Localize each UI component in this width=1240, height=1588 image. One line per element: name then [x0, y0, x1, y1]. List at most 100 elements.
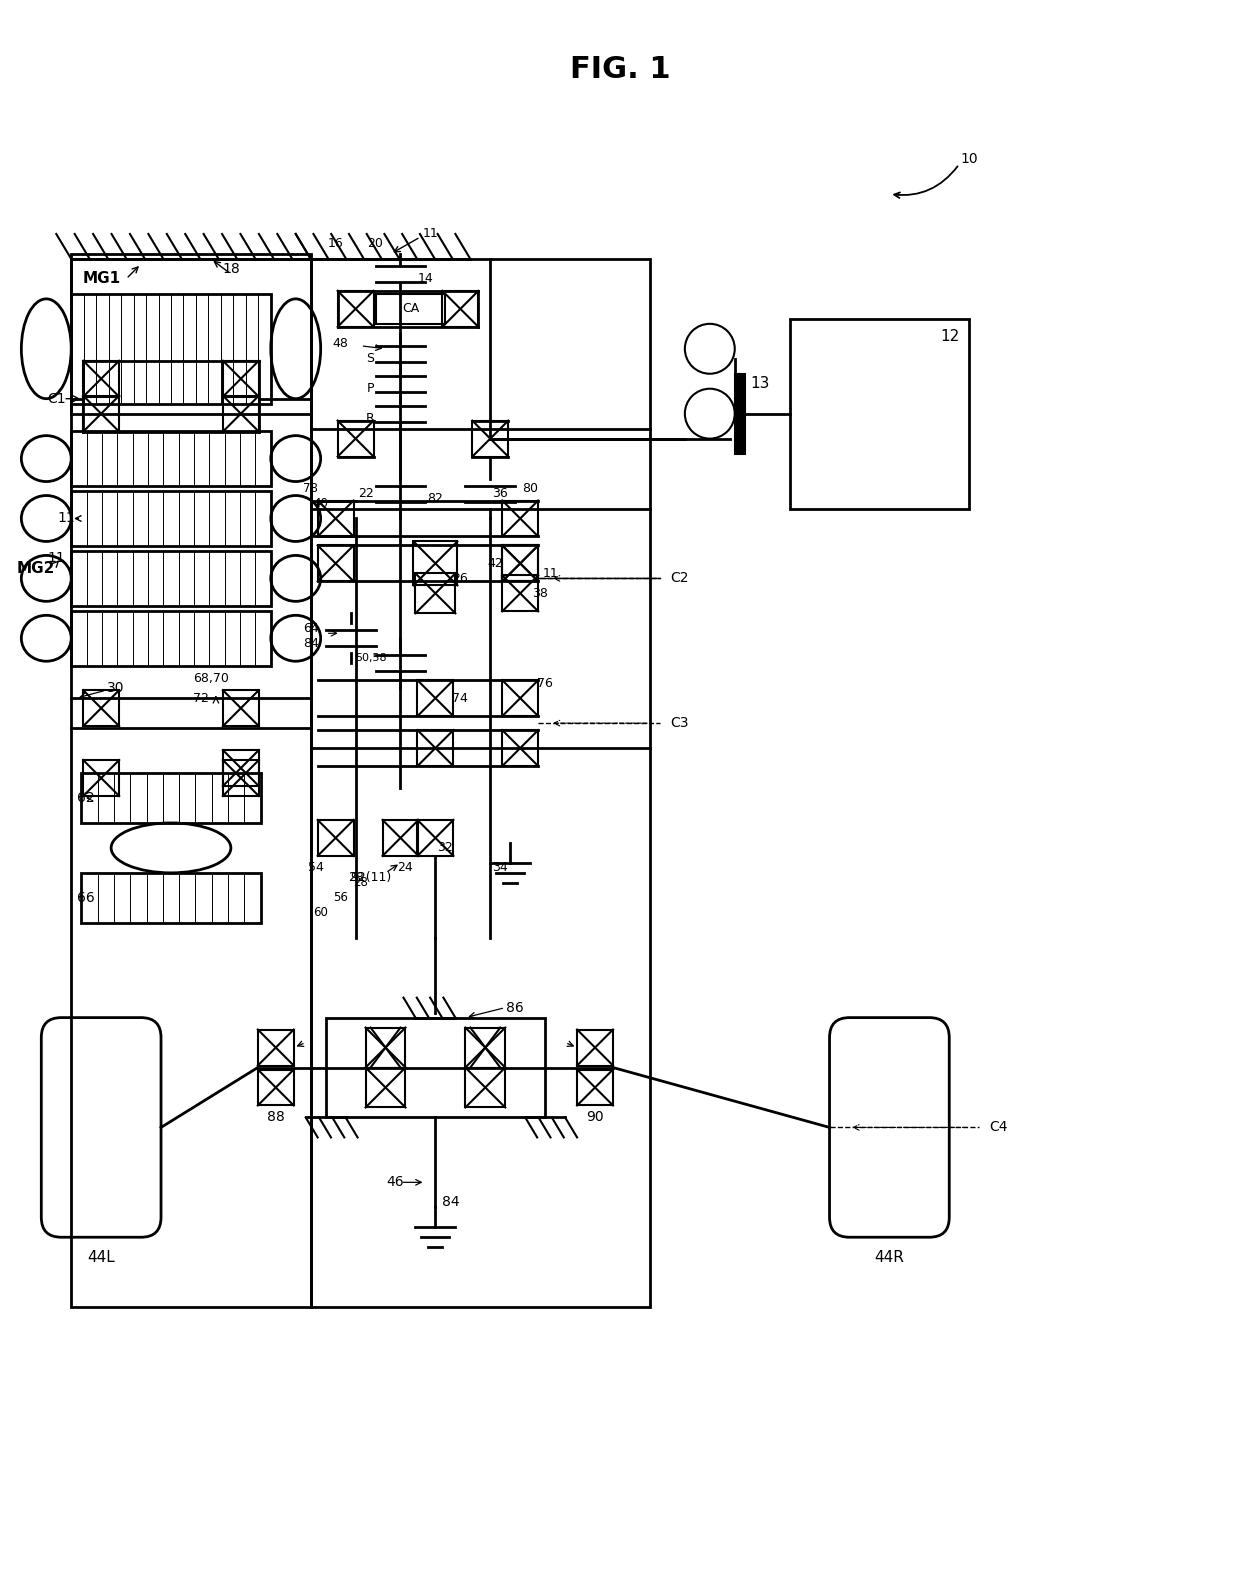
Bar: [502, 730, 538, 765]
Text: 44L: 44L: [87, 1250, 115, 1264]
Text: 10: 10: [961, 152, 978, 167]
Bar: [415, 573, 455, 613]
Text: 24: 24: [398, 861, 413, 875]
Text: 11: 11: [423, 227, 438, 240]
Text: 76: 76: [537, 676, 553, 689]
Text: 82: 82: [428, 492, 444, 505]
Bar: [223, 750, 259, 786]
Text: 60: 60: [314, 907, 329, 919]
Text: 28: 28: [347, 872, 363, 885]
Bar: [83, 360, 119, 397]
Text: 74: 74: [453, 692, 469, 705]
Bar: [376, 294, 445, 324]
Text: P: P: [367, 383, 374, 395]
Bar: [223, 761, 259, 796]
Bar: [502, 680, 538, 716]
Text: 20: 20: [367, 238, 383, 251]
Text: MG1: MG1: [83, 272, 122, 286]
Bar: [443, 291, 479, 327]
Bar: [790, 319, 970, 508]
Text: 38: 38: [532, 588, 548, 600]
Bar: [366, 1027, 405, 1067]
Text: 12: 12: [940, 329, 960, 345]
Text: C4: C4: [990, 1121, 1008, 1134]
Text: FIG. 1: FIG. 1: [569, 54, 671, 84]
Bar: [71, 294, 270, 403]
Bar: [317, 500, 353, 537]
Text: 50,58: 50,58: [355, 653, 387, 664]
Text: 64: 64: [303, 622, 319, 635]
Text: 18: 18: [222, 262, 239, 276]
Bar: [71, 430, 270, 486]
Bar: [472, 421, 508, 457]
Text: C1: C1: [47, 392, 66, 405]
Bar: [71, 491, 270, 546]
Text: S: S: [367, 353, 374, 365]
Bar: [71, 254, 311, 413]
Bar: [735, 373, 745, 454]
Bar: [577, 1069, 613, 1105]
Text: R: R: [366, 413, 374, 426]
Bar: [317, 545, 353, 581]
Text: 78: 78: [304, 483, 319, 495]
Text: 34: 34: [492, 861, 508, 875]
Text: 48: 48: [332, 337, 348, 351]
Bar: [326, 1018, 546, 1118]
Bar: [577, 1029, 613, 1066]
Text: 84: 84: [303, 637, 319, 649]
Text: 11: 11: [542, 567, 558, 580]
Text: 56: 56: [334, 891, 348, 904]
Text: 11: 11: [47, 551, 66, 565]
Text: 44R: 44R: [874, 1250, 904, 1264]
Text: 16: 16: [327, 238, 343, 251]
Text: 54: 54: [308, 861, 324, 875]
Bar: [502, 500, 538, 537]
Text: 72: 72: [193, 692, 208, 705]
Bar: [502, 545, 538, 581]
Bar: [258, 1029, 294, 1066]
Text: 40: 40: [314, 497, 329, 510]
Bar: [71, 611, 270, 665]
Text: 90: 90: [587, 1110, 604, 1124]
Text: 62: 62: [77, 791, 95, 805]
Bar: [223, 360, 259, 397]
Text: 42: 42: [487, 557, 503, 570]
Bar: [337, 421, 373, 457]
Text: 22: 22: [357, 488, 373, 500]
Text: 26: 26: [453, 572, 469, 584]
Text: 30: 30: [108, 681, 125, 696]
Bar: [311, 259, 650, 1307]
Text: C3: C3: [670, 716, 688, 730]
Text: 88: 88: [267, 1110, 285, 1124]
Text: 28: 28: [353, 877, 368, 889]
Bar: [83, 691, 119, 726]
Bar: [337, 291, 373, 327]
Text: C2: C2: [670, 572, 688, 586]
Text: 32: 32: [438, 842, 454, 854]
Bar: [502, 575, 538, 611]
Text: 11: 11: [57, 511, 76, 526]
Text: 14: 14: [418, 273, 433, 286]
Bar: [382, 819, 418, 856]
Text: 66: 66: [77, 891, 95, 905]
Bar: [81, 873, 260, 923]
Text: 92(11): 92(11): [350, 872, 391, 885]
Text: MG2: MG2: [17, 561, 56, 576]
Text: 84: 84: [441, 1196, 459, 1210]
Text: 13: 13: [750, 376, 769, 391]
Bar: [81, 773, 260, 823]
Bar: [223, 395, 259, 432]
Bar: [83, 395, 119, 432]
Text: CA: CA: [402, 302, 419, 316]
Bar: [418, 819, 454, 856]
Bar: [502, 545, 538, 581]
Text: 68,70: 68,70: [193, 672, 229, 684]
Text: 46: 46: [387, 1175, 404, 1189]
Bar: [83, 761, 119, 796]
Text: 86: 86: [506, 1000, 525, 1015]
Bar: [366, 1067, 405, 1107]
Bar: [418, 730, 454, 765]
Text: 36: 36: [492, 488, 508, 500]
Text: 80: 80: [522, 483, 538, 495]
Bar: [71, 551, 270, 607]
